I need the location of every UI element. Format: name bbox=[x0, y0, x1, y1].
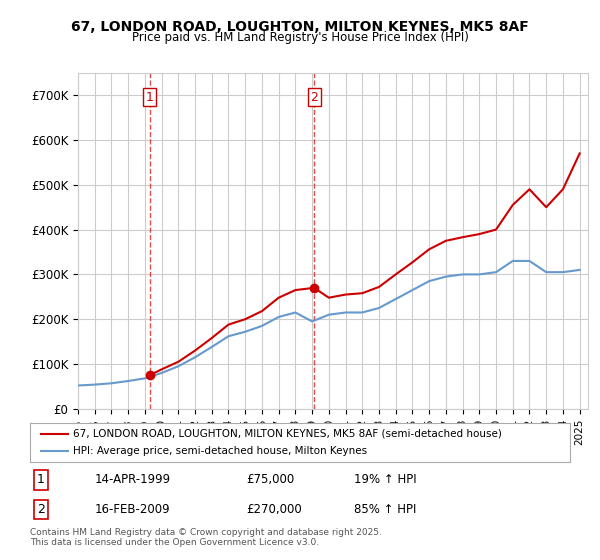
Text: Price paid vs. HM Land Registry's House Price Index (HPI): Price paid vs. HM Land Registry's House … bbox=[131, 31, 469, 44]
Text: 14-APR-1999: 14-APR-1999 bbox=[95, 473, 171, 487]
Text: 1: 1 bbox=[37, 473, 45, 487]
Text: 16-FEB-2009: 16-FEB-2009 bbox=[95, 503, 170, 516]
Text: HPI: Average price, semi-detached house, Milton Keynes: HPI: Average price, semi-detached house,… bbox=[73, 446, 367, 456]
Text: 2: 2 bbox=[37, 503, 45, 516]
Text: £75,000: £75,000 bbox=[246, 473, 294, 487]
Text: 67, LONDON ROAD, LOUGHTON, MILTON KEYNES, MK5 8AF: 67, LONDON ROAD, LOUGHTON, MILTON KEYNES… bbox=[71, 20, 529, 34]
Text: 1: 1 bbox=[146, 91, 154, 104]
Text: 2: 2 bbox=[310, 91, 318, 104]
Text: Contains HM Land Registry data © Crown copyright and database right 2025.
This d: Contains HM Land Registry data © Crown c… bbox=[30, 528, 382, 547]
Text: 67, LONDON ROAD, LOUGHTON, MILTON KEYNES, MK5 8AF (semi-detached house): 67, LONDON ROAD, LOUGHTON, MILTON KEYNES… bbox=[73, 429, 502, 439]
Text: 19% ↑ HPI: 19% ↑ HPI bbox=[354, 473, 416, 487]
Text: 85% ↑ HPI: 85% ↑ HPI bbox=[354, 503, 416, 516]
Text: £270,000: £270,000 bbox=[246, 503, 302, 516]
